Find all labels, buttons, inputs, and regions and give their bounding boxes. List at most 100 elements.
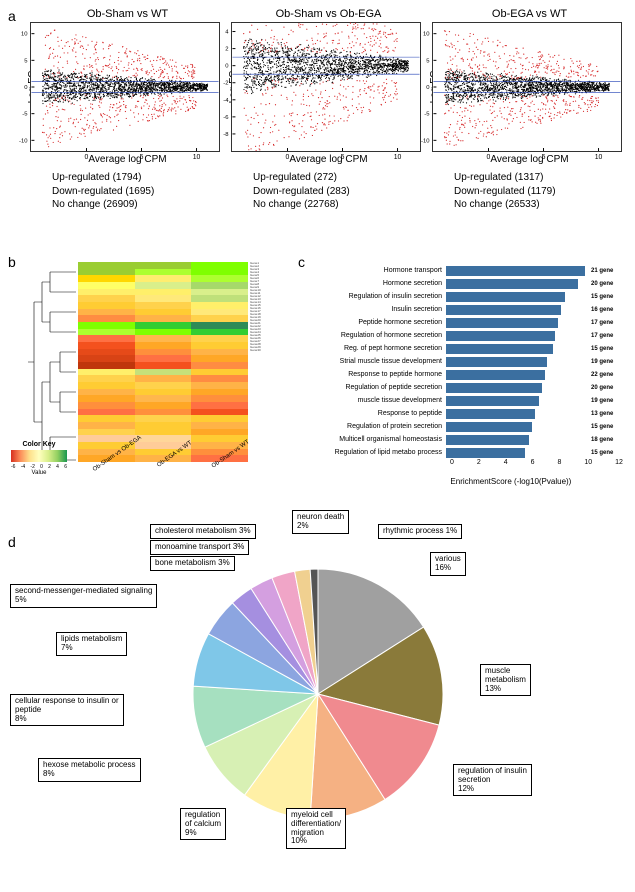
bar-fill [446,305,561,315]
svg-text:2: 2 [225,47,228,53]
svg-text:5: 5 [341,154,345,161]
heatmap-cell [191,275,248,282]
heatmap-cell [191,429,248,436]
svg-text:0: 0 [225,64,229,70]
heatmap-cell [78,382,135,389]
bar-gene-count: 22 gene [587,372,623,378]
bar-category: Multicell organismal homeostasis [318,436,446,443]
bar-gene-count: 13 gene [587,411,623,417]
bar-category: Regulation of protein secretion [318,423,446,430]
heatmap-cell [78,335,135,342]
bar-row: Multicell organismal homeostasis18 gene [318,433,623,446]
heatmap-cell [191,362,248,369]
panel-a: a Ob-Sham vs WTLog FC0510-10-50510Averag… [8,8,627,248]
svg-text:-4: -4 [223,98,229,104]
bar-fill [446,396,539,406]
heatmap-cell [135,435,192,442]
heatmap-cell [78,269,135,276]
pie-callout: myeloid celldifferentiation/migration10% [286,808,346,849]
heatmap-cell [135,315,192,322]
scatter-title: Ob-EGA vs WT [432,8,627,20]
heatmap-cell [78,375,135,382]
heatmap-cell [78,402,135,409]
heatmap-cell [78,369,135,376]
pie-callout: regulationof calcium9% [180,808,226,840]
panel-c: c Hormone transport21 gene Hormone secret… [298,254,627,494]
bar-row: Regulation of lipid metabo process15 gen… [318,446,623,459]
bar-gene-count: 21 gene [587,268,623,274]
panel-d: d neuron death2%cholesterol metabolism 3… [8,504,627,864]
heatmap-cell [135,275,192,282]
heatmap-cell [135,342,192,349]
heatmap-cell [135,362,192,369]
bar-gene-count: 20 gene [587,385,623,391]
row-bc: b Gene1Gene2Gene3Gene4Gene5Gene6Gene7Gen… [8,254,627,494]
heatmap-cell [191,355,248,362]
heatmap-cell [135,355,192,362]
bar-category: Strial muscle tissue development [318,358,446,365]
heatmap-cell [135,295,192,302]
bar-row: Hormone transport21 gene [318,264,623,277]
pie-callout: musclemetabolism13% [480,664,531,696]
heatmap-cell [78,262,135,269]
heatmap-cell [78,409,135,416]
bar-row: Peptide hormone secretion17 gene [318,316,623,329]
heatmap-cell [191,349,248,356]
heatmap-cell [78,342,135,349]
bar-category: Regulation of hormone secretion [318,332,446,339]
heatmap-cell [191,322,248,329]
pie-callout: lipids metabolism7% [56,632,127,656]
bar-category: Peptide hormone secretion [318,319,446,326]
pie-callout: second-messenger-mediated signaling5% [10,584,157,608]
heatmap-cell [78,289,135,296]
bar-category: Hormone secretion [318,280,446,287]
heatmap-cell [135,282,192,289]
heatmap-cell [78,429,135,436]
heatmap-cell [191,342,248,349]
heatmap-cell [135,322,192,329]
barchart-xaxis-label: EnrichmentScore (-log10(Pvalue)) [450,477,571,486]
bar-category: Insulin secretion [318,306,446,313]
heatmap-cell [191,282,248,289]
heatmap-cell [78,309,135,316]
heatmap-cell [191,382,248,389]
heatmap-cell [78,282,135,289]
bar-gene-count: 15 gene [587,294,623,300]
scatter-counts: Up-regulated (1794)Down-regulated (1695)… [30,171,225,212]
panel-c-label: c [298,254,305,270]
bar-category: Response to peptide hormone [318,371,446,378]
heatmap-cell [191,435,248,442]
pie-callout: cholesterol metabolism 3% [150,524,256,539]
pie-callout: rhythmic process 1% [378,524,462,539]
heatmap-cell [135,349,192,356]
bar-gene-count: 19 gene [587,398,623,404]
bar-fill [446,409,535,419]
svg-text:-6: -6 [223,115,229,121]
pie-callout: regulation of insulinsecretion12% [453,764,532,796]
svg-text:4: 4 [225,30,229,36]
bar-row: Regulation of insulin secretion15 gene [318,290,623,303]
bar-category: Regulation of lipid metabo process [318,449,446,456]
bar-fill [446,279,578,289]
heatmap-cell [135,415,192,422]
svg-text:-10: -10 [19,138,28,144]
heatmap-cell [78,389,135,396]
heatmap-cell [191,415,248,422]
dendrogram [26,262,76,462]
bar-gene-count: 19 gene [587,359,623,365]
panel-a-label: a [8,8,16,24]
heatmap-cell [191,309,248,316]
heatmap-cell [135,302,192,309]
bar-category: Regulation of peptide secretion [318,384,446,391]
heatmap [78,262,248,462]
bar-row: Response to peptide13 gene [318,407,623,420]
heatmap-cell [191,422,248,429]
pie-callout: cellular response to insulin orpeptide8% [10,694,124,726]
bar-fill [446,357,547,367]
heatmap-cell [191,409,248,416]
bar-row: Regulation of hormone secretion17 gene [318,329,623,342]
bar-fill [446,448,525,458]
bar-fill [446,370,545,380]
bar-gene-count: 20 gene [587,281,623,287]
heatmap-cell [135,369,192,376]
